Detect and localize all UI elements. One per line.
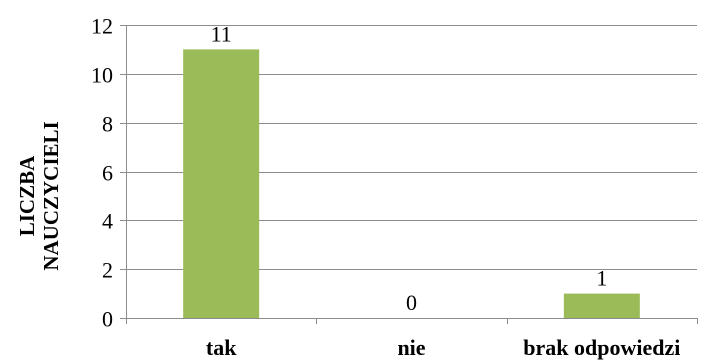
y-tick-label: 12 (91, 14, 113, 39)
y-tick-label: 2 (102, 258, 113, 283)
data-label: 1 (596, 266, 607, 291)
y-tick-label: 4 (102, 209, 113, 234)
y-tick-label: 0 (102, 307, 113, 332)
y-tick-label: 6 (102, 161, 113, 186)
bar (563, 293, 640, 318)
category-label: brak odpowiedzi (523, 335, 680, 360)
category-label: tak (206, 335, 237, 360)
axes (120, 25, 698, 324)
bar (183, 49, 260, 319)
y-axis-title-line-2: NAUCZYCIELI (39, 121, 63, 270)
data-label: 0 (406, 290, 417, 315)
category-label: nie (397, 335, 425, 360)
y-axis-title-line-1: LICZBA (15, 155, 39, 236)
y-axis-title: LICZBA NAUCZYCIELI (15, 121, 63, 270)
y-tick-label: 8 (102, 112, 113, 137)
y-tick-label: 10 (91, 63, 113, 88)
data-label: 11 (211, 21, 232, 46)
labels: 0 2 4 6 8 10 12 11 tak 0 nie 1 brak odpowiedzi (91, 14, 680, 361)
bars (183, 49, 640, 319)
